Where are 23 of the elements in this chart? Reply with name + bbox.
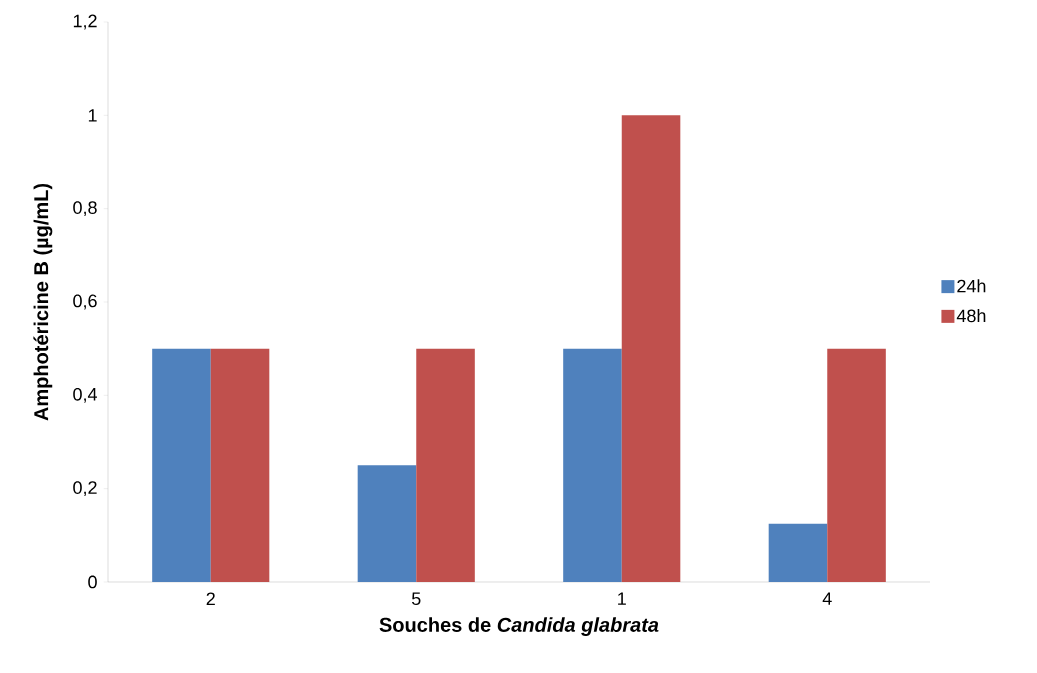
y-tick-label: 0,2 — [73, 481, 97, 497]
x-tick-label: 5 — [411, 592, 421, 606]
bar — [768, 523, 828, 582]
bar — [357, 465, 417, 582]
x-tick-label: 4 — [822, 592, 832, 605]
bar — [621, 115, 681, 582]
bar — [416, 348, 475, 582]
y-tick-label: 1,2 — [73, 14, 97, 30]
x-tick-label: 1 — [618, 592, 626, 605]
y-tick-label: 1 — [88, 109, 97, 122]
legend-label: 48h — [956, 308, 986, 323]
legend-label: 24h — [957, 279, 986, 293]
bar — [210, 348, 270, 582]
y-tick-label: 0,4 — [73, 387, 98, 403]
bar — [827, 348, 886, 582]
bar — [563, 348, 622, 582]
x-axis-title: Souches de Candida glabrata — [379, 617, 659, 636]
y-tick-label: 0,8 — [73, 201, 97, 217]
x-tick-label: 2 — [206, 592, 215, 606]
bar — [152, 348, 211, 582]
y-tick-label: 0,6 — [73, 294, 97, 310]
y-axis-title: Amphotéricine B (µg/mL) — [33, 183, 53, 421]
y-tick-label: 0 — [88, 575, 97, 589]
